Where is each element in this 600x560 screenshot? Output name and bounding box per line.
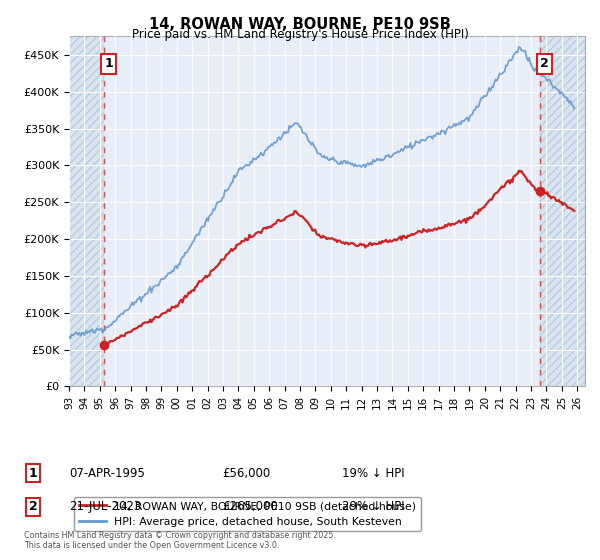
Bar	[69, 36, 104, 386]
Text: 29% ↓ HPI: 29% ↓ HPI	[342, 500, 404, 514]
Text: 19% ↓ HPI: 19% ↓ HPI	[342, 466, 404, 480]
Text: 07-APR-1995: 07-APR-1995	[69, 466, 145, 480]
Bar	[539, 36, 585, 386]
Text: £56,000: £56,000	[222, 466, 270, 480]
Text: 2: 2	[540, 58, 548, 71]
Text: 14, ROWAN WAY, BOURNE, PE10 9SB: 14, ROWAN WAY, BOURNE, PE10 9SB	[149, 17, 451, 32]
Text: 2: 2	[29, 500, 37, 514]
Text: 21-JUL-2023: 21-JUL-2023	[69, 500, 141, 514]
Text: 1: 1	[104, 58, 113, 71]
Text: 1: 1	[29, 466, 37, 480]
Text: Contains HM Land Registry data © Crown copyright and database right 2025.
This d: Contains HM Land Registry data © Crown c…	[24, 530, 336, 550]
Legend: 14, ROWAN WAY, BOURNE, PE10 9SB (detached house), HPI: Average price, detached h: 14, ROWAN WAY, BOURNE, PE10 9SB (detache…	[74, 497, 421, 531]
Text: £265,000: £265,000	[222, 500, 278, 514]
Text: Price paid vs. HM Land Registry's House Price Index (HPI): Price paid vs. HM Land Registry's House …	[131, 28, 469, 41]
